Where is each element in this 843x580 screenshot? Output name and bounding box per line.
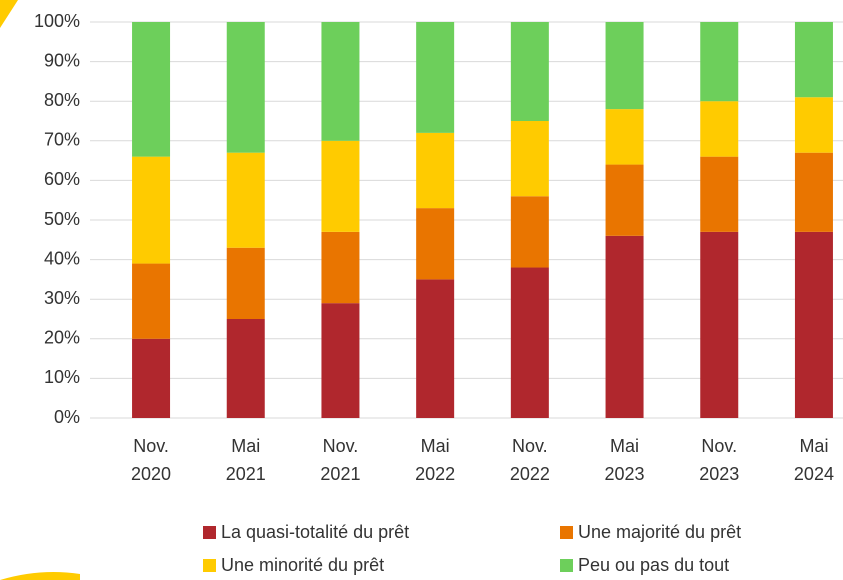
y-tick-label: 20% [44, 328, 80, 348]
legend-swatch [203, 559, 216, 572]
bar-segment [510, 267, 549, 418]
x-tick-label: 2021 [226, 464, 266, 484]
bar-segment [321, 140, 360, 232]
bar-segment [226, 152, 265, 248]
legend-label: La quasi-totalité du prêt [221, 522, 409, 542]
legend-label: Une majorité du prêt [578, 522, 741, 542]
bar-segment [416, 132, 455, 209]
bar-segment [321, 22, 360, 141]
y-tick-label: 80% [44, 90, 80, 110]
bar-segment [700, 22, 739, 102]
bar-segment [416, 279, 455, 418]
bar-segment [132, 156, 171, 264]
x-tick-label: Nov. [323, 436, 359, 456]
bar-segment [605, 22, 644, 110]
bar-segment [794, 231, 833, 418]
x-tick-label: Mai [231, 436, 260, 456]
x-tick-label: 2022 [415, 464, 455, 484]
bar-segment [321, 303, 360, 418]
y-tick-label: 0% [54, 407, 80, 427]
x-tick-label: 2020 [131, 464, 171, 484]
corner-decoration [0, 0, 18, 28]
x-tick-label: 2021 [320, 464, 360, 484]
corner-decoration [0, 572, 80, 580]
bar-segment [605, 164, 644, 236]
bar-segment [416, 208, 455, 280]
legend-label: Une minorité du prêt [221, 555, 384, 575]
y-tick-label: 90% [44, 50, 80, 70]
bar-segment [510, 196, 549, 268]
bar-segment [700, 101, 739, 157]
bar-segment [605, 109, 644, 165]
bar-segment [132, 22, 171, 157]
bar-segment [226, 22, 265, 153]
bar-segment [510, 22, 549, 121]
legend-label: Peu ou pas du tout [578, 555, 729, 575]
y-tick-label: 10% [44, 367, 80, 387]
y-tick-label: 100% [34, 11, 80, 31]
x-tick-label: 2023 [699, 464, 739, 484]
legend-swatch [560, 526, 573, 539]
x-tick-label: 2022 [510, 464, 550, 484]
bar-segment [226, 319, 265, 418]
y-tick-label: 70% [44, 130, 80, 150]
y-tick-label: 40% [44, 248, 80, 268]
x-tick-label: Mai [610, 436, 639, 456]
bar-segment [416, 22, 455, 133]
x-tick-label: Nov. [701, 436, 737, 456]
legend-swatch [560, 559, 573, 572]
bar-segment [700, 156, 739, 232]
bar-segment [794, 22, 833, 98]
bar-segment [700, 231, 739, 418]
x-tick-label: 2024 [794, 464, 834, 484]
bar-segment [132, 263, 171, 339]
bar-segment [794, 152, 833, 232]
x-tick-label: Mai [421, 436, 450, 456]
bar-segment [605, 235, 644, 418]
bar-segment [510, 121, 549, 197]
x-tick-label: 2023 [605, 464, 645, 484]
bar-segment [132, 338, 171, 418]
y-tick-label: 30% [44, 288, 80, 308]
bar-segment [321, 231, 360, 304]
y-tick-label: 50% [44, 209, 80, 229]
x-tick-label: Mai [799, 436, 828, 456]
x-tick-label: Nov. [512, 436, 548, 456]
bar-segment [794, 97, 833, 153]
x-tick-label: Nov. [133, 436, 169, 456]
legend-swatch [203, 526, 216, 539]
y-tick-label: 60% [44, 169, 80, 189]
bar-segment [226, 247, 265, 319]
